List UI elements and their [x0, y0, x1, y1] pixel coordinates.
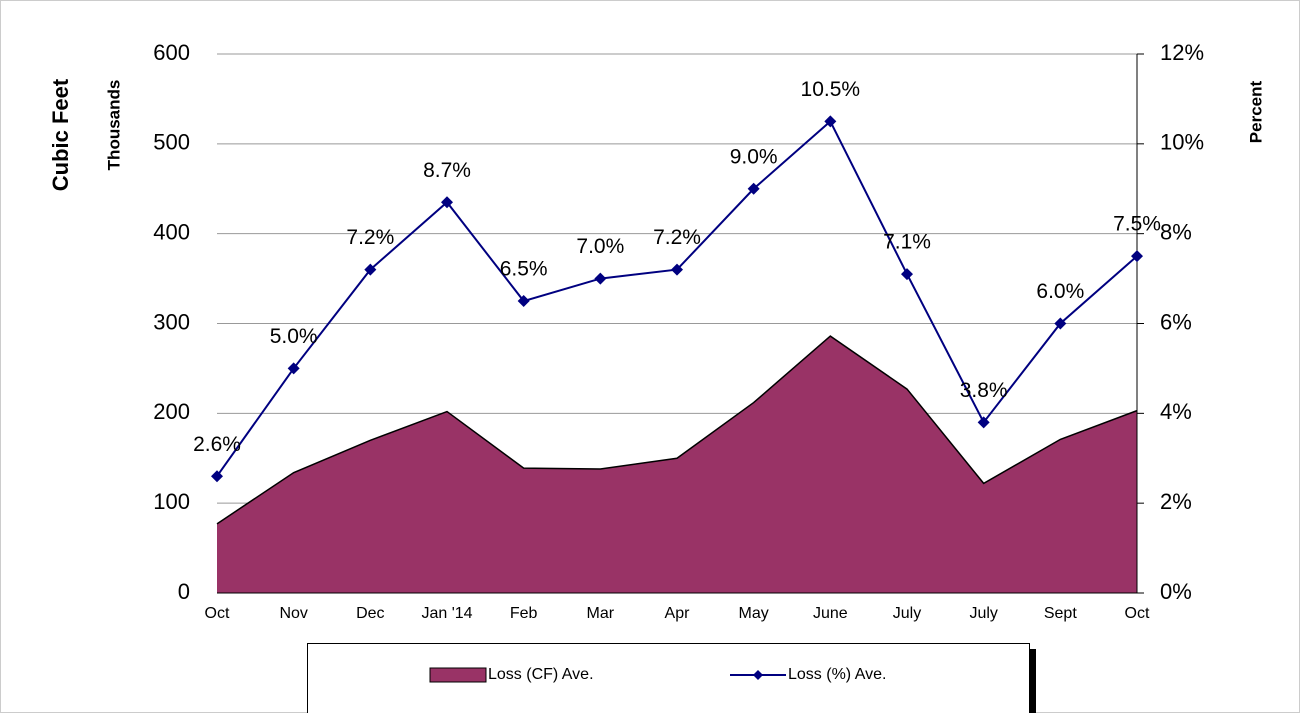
x-tick-label: Jan '14 [421, 605, 472, 622]
data-label: 3.8% [960, 379, 1008, 402]
y-tick-label: 100 [153, 489, 190, 514]
data-label: 10.5% [801, 78, 861, 101]
marker [441, 196, 453, 209]
y2-tick-label: 4% [1160, 399, 1192, 424]
legend-box [307, 643, 1030, 714]
legend-swatch [429, 667, 487, 683]
data-label: 7.0% [576, 235, 624, 258]
y-tick-label: 0 [178, 579, 190, 604]
y-tick-label: 500 [153, 130, 190, 155]
marker [671, 263, 683, 276]
data-label: 7.2% [346, 226, 394, 249]
x-tick-label: Apr [665, 605, 691, 622]
marker [1131, 250, 1143, 263]
marker [901, 268, 913, 281]
y-tick-label: 200 [153, 399, 190, 424]
marker [594, 272, 607, 285]
marker [364, 263, 377, 276]
x-tick-label: Feb [510, 605, 538, 622]
y-axis-subtitle: Thousands [104, 80, 123, 171]
y2-tick-label: 6% [1160, 309, 1192, 334]
y2-tick-label: 2% [1160, 489, 1192, 514]
y-tick-label: 600 [153, 40, 190, 65]
legend-label: Loss (%) Ave. [788, 666, 886, 683]
marker [211, 470, 223, 483]
y-tick-label: 300 [153, 309, 190, 334]
data-label: 5.0% [270, 325, 318, 348]
x-tick-label: Oct [205, 605, 230, 622]
data-label: 8.7% [423, 159, 471, 182]
x-tick-label: Nov [279, 605, 307, 622]
marker [977, 416, 990, 429]
area [217, 336, 1137, 593]
y-tick-label: 400 [153, 219, 190, 244]
legend-label: Loss (CF) Ave. [488, 666, 594, 683]
area-edge [216, 335, 1138, 525]
y2-tick-label: 12% [1160, 40, 1204, 65]
y2-axis-title: Percent [1246, 80, 1265, 143]
data-label: 6.0% [1036, 280, 1084, 303]
y2-tick-label: 10% [1160, 130, 1204, 155]
x-tick-label: May [739, 605, 769, 622]
marker [747, 182, 760, 195]
x-tick-label: July [893, 605, 921, 622]
data-label: 7.2% [653, 226, 701, 249]
x-tick-label: Oct [1125, 605, 1150, 622]
x-tick-label: Mar [587, 605, 615, 622]
data-label: 2.6% [193, 433, 241, 456]
marker [824, 115, 837, 128]
y2-tick-label: 8% [1160, 219, 1192, 244]
legend-marker [753, 670, 763, 680]
marker [517, 295, 530, 308]
x-tick-label: June [813, 605, 848, 622]
y-axis-title: Cubic Feet [48, 78, 73, 191]
data-label: 7.5% [1113, 213, 1161, 236]
x-tick-label: July [969, 605, 997, 622]
marker [287, 362, 300, 375]
data-label: 6.5% [500, 258, 548, 281]
data-label: 7.1% [883, 231, 931, 254]
x-tick-label: Sept [1044, 605, 1077, 622]
x-tick-label: Dec [356, 605, 384, 622]
y2-tick-label: 0% [1160, 579, 1192, 604]
marker [1054, 317, 1067, 330]
data-label: 9.0% [730, 145, 778, 168]
